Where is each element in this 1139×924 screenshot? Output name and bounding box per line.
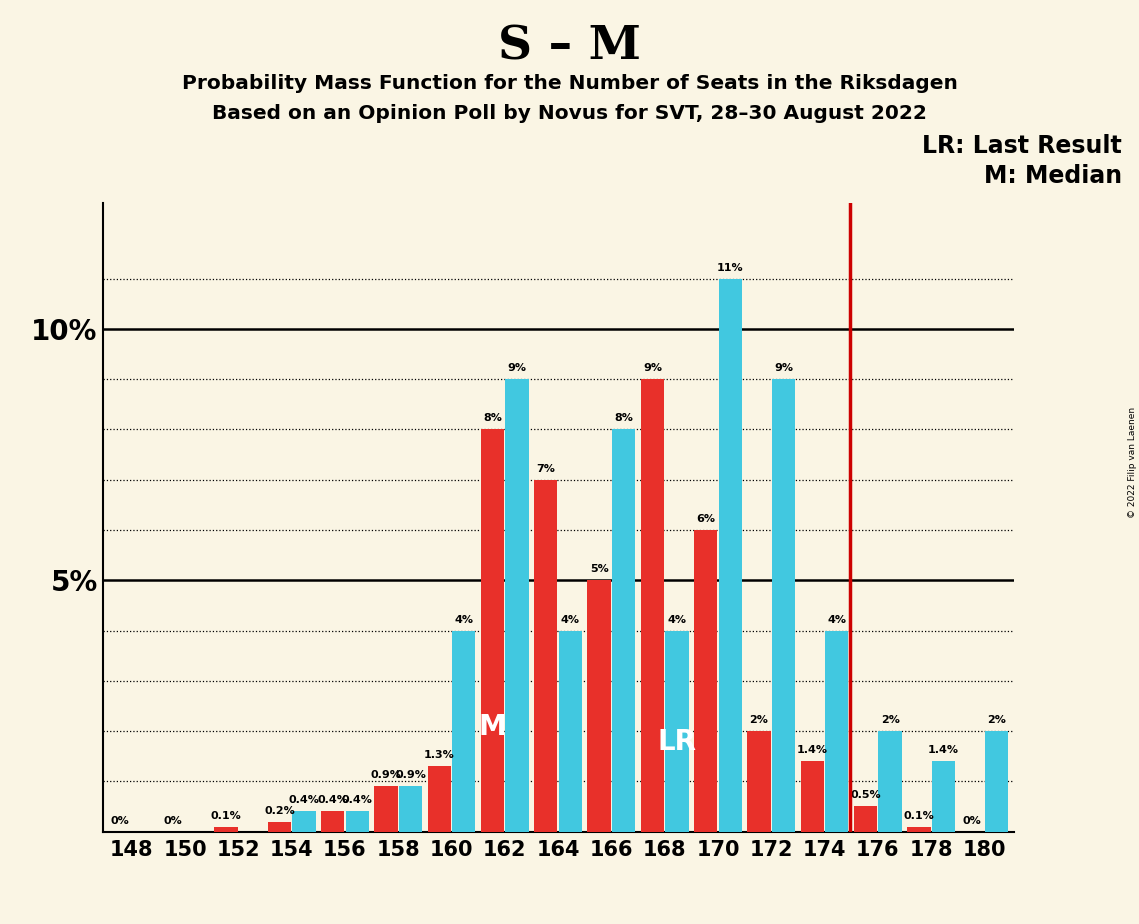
Bar xyxy=(612,430,636,832)
Text: 0%: 0% xyxy=(962,816,982,825)
Text: 0.5%: 0.5% xyxy=(850,790,880,800)
Bar xyxy=(427,766,451,832)
Text: 4%: 4% xyxy=(560,614,580,625)
Bar xyxy=(908,827,931,832)
Text: 0.1%: 0.1% xyxy=(211,810,241,821)
Text: 0.2%: 0.2% xyxy=(264,806,295,816)
Text: Based on an Opinion Poll by Novus for SVT, 28–30 August 2022: Based on an Opinion Poll by Novus for SV… xyxy=(212,104,927,124)
Bar xyxy=(588,580,611,832)
Bar xyxy=(559,630,582,832)
Text: 8%: 8% xyxy=(614,413,633,423)
Text: 0.9%: 0.9% xyxy=(395,771,426,781)
Text: 11%: 11% xyxy=(716,262,744,273)
Text: M: M xyxy=(478,713,507,741)
Text: 9%: 9% xyxy=(775,363,793,373)
Bar xyxy=(985,731,1008,832)
Text: 2%: 2% xyxy=(749,715,769,725)
Bar xyxy=(481,430,505,832)
Text: 8%: 8% xyxy=(483,413,502,423)
Bar xyxy=(854,807,877,832)
Bar xyxy=(694,530,718,832)
Bar xyxy=(932,761,954,832)
Text: M: Median: M: Median xyxy=(984,164,1122,188)
Text: 2%: 2% xyxy=(988,715,1006,725)
Text: 0.4%: 0.4% xyxy=(318,796,349,806)
Bar xyxy=(747,731,771,832)
Bar xyxy=(719,279,741,832)
Text: 1.3%: 1.3% xyxy=(424,750,454,760)
Text: 4%: 4% xyxy=(454,614,474,625)
Text: 0.4%: 0.4% xyxy=(288,796,319,806)
Text: 0.4%: 0.4% xyxy=(342,796,372,806)
Bar xyxy=(375,786,398,832)
Text: 1.4%: 1.4% xyxy=(797,745,828,755)
Text: S – M: S – M xyxy=(498,23,641,69)
Text: 4%: 4% xyxy=(827,614,846,625)
Text: 0%: 0% xyxy=(164,816,182,825)
Text: 7%: 7% xyxy=(536,464,556,474)
Bar xyxy=(399,786,423,832)
Text: 4%: 4% xyxy=(667,614,687,625)
Text: LR: LR xyxy=(657,728,696,756)
Bar xyxy=(452,630,475,832)
Text: 5%: 5% xyxy=(590,565,608,574)
Text: LR: Last Result: LR: Last Result xyxy=(923,134,1122,158)
Bar xyxy=(772,379,795,832)
Text: © 2022 Filip van Laenen: © 2022 Filip van Laenen xyxy=(1128,407,1137,517)
Text: 0.1%: 0.1% xyxy=(903,810,934,821)
Text: 9%: 9% xyxy=(642,363,662,373)
Text: 0%: 0% xyxy=(110,816,129,825)
Text: Probability Mass Function for the Number of Seats in the Riksdagen: Probability Mass Function for the Number… xyxy=(181,74,958,93)
Bar xyxy=(641,379,664,832)
Text: 0.9%: 0.9% xyxy=(370,771,401,781)
Bar xyxy=(214,827,238,832)
Bar xyxy=(665,630,689,832)
Bar xyxy=(268,821,292,832)
Bar xyxy=(534,480,557,832)
Bar xyxy=(321,811,344,832)
Text: 2%: 2% xyxy=(880,715,900,725)
Text: 6%: 6% xyxy=(696,514,715,524)
Bar xyxy=(345,811,369,832)
Bar xyxy=(293,811,316,832)
Bar xyxy=(878,731,902,832)
Bar xyxy=(825,630,849,832)
Text: 9%: 9% xyxy=(508,363,526,373)
Bar xyxy=(506,379,528,832)
Text: 1.4%: 1.4% xyxy=(928,745,959,755)
Bar xyxy=(801,761,823,832)
